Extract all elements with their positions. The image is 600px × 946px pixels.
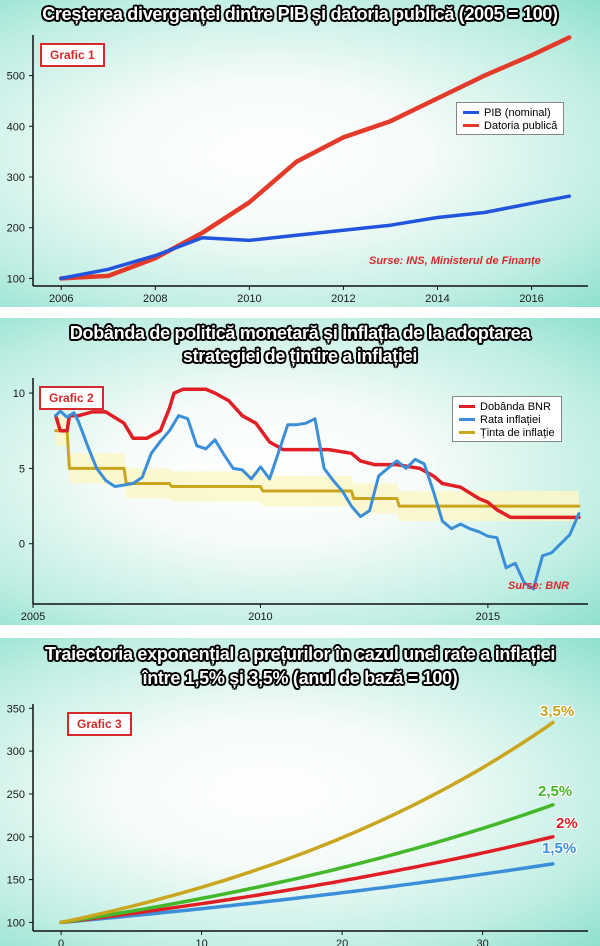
- chart-1-plot: 2006 2008 2010 2012 2014 2016 100 200 300 400 500: [7, 35, 588, 305]
- chart-2-source: Surse: BNR: [508, 580, 570, 592]
- series-line-rata-inflatiei: [54, 409, 581, 591]
- x-tick-label: 2016: [519, 293, 543, 305]
- x-tick-label: 2005: [21, 611, 45, 623]
- series-end-label-3-5: 3,5%: [540, 703, 575, 720]
- series-line-3-5-: [59, 720, 555, 925]
- y-tick-label: 500: [7, 71, 25, 83]
- legend-item: PIB (nominal): [463, 106, 557, 119]
- chart-panel-2: Dobânda de politică monetară și inflația…: [0, 318, 600, 625]
- chart-3-title-line-1: Traiectoria exponențial a prețurilor în …: [44, 644, 556, 664]
- chart-3-badge: Grafic 3: [67, 712, 132, 736]
- legend-item: Ținta de inflație: [459, 426, 555, 439]
- chart-panel-3: Traiectoria exponențial a prețurilor în …: [0, 638, 600, 946]
- legend-label: Ținta de inflație: [480, 426, 555, 439]
- series-end-label-2: 2%: [556, 815, 578, 832]
- series-line-1-5-: [59, 862, 555, 925]
- series-line-2-5-: [59, 803, 555, 925]
- x-tick-label: 2015: [476, 611, 500, 623]
- y-tick-label: 200: [7, 223, 25, 235]
- y-tick-label: 300: [7, 746, 25, 758]
- legend-label: Datoria publică: [484, 119, 558, 132]
- x-tick-label: 2010: [237, 293, 261, 305]
- x-tick-label: 2006: [49, 293, 73, 305]
- series-line-pib: [59, 194, 571, 281]
- x-tick-label: 2008: [143, 293, 167, 305]
- y-tick-label: 150: [7, 875, 25, 887]
- legend-label: PIB (nominal): [484, 106, 551, 119]
- y-tick-label: 5: [19, 463, 25, 475]
- chart-3-title-line-2: între 1,5% și 3,5% (anul de bază = 100): [142, 668, 458, 688]
- y-tick-label: 400: [7, 121, 25, 133]
- chart-3-plot: 0 10 20 30 100 150 200 250 300 350: [7, 703, 588, 946]
- series-end-label-1-5: 1,5%: [542, 840, 577, 857]
- legend-item: Datoria publică: [463, 119, 557, 132]
- series-end-label-2-5: 2,5%: [538, 783, 573, 800]
- legend-swatch: [459, 405, 475, 408]
- legend-label: Rata inflației: [480, 413, 541, 426]
- chart-1-title: Creșterea divergenței dintre PIB și dato…: [42, 4, 558, 24]
- y-tick-label: 350: [7, 703, 25, 715]
- chart-1-source: Surse: INS, Ministerul de Finanțe: [369, 255, 541, 267]
- y-tick-label: 10: [13, 388, 25, 400]
- target-band: [55, 415, 579, 522]
- chart-1-badge: Grafic 1: [40, 43, 105, 67]
- chart-2-plot: 2005 2010 2015 0 5 10: [13, 378, 588, 623]
- chart-2-badge: Grafic 2: [39, 386, 104, 410]
- x-tick-label: 10: [195, 938, 207, 946]
- legend-swatch: [463, 111, 479, 114]
- y-tick-label: 300: [7, 172, 25, 184]
- chart-2-title-line-2: strategiei de țintire a inflației: [182, 346, 418, 366]
- y-tick-label: 200: [7, 832, 25, 844]
- legend-label: Dobânda BNR: [480, 400, 551, 413]
- chart-1-legend: PIB (nominal) Datoria publică: [456, 102, 565, 135]
- chart-panel-1: Creșterea divergenței dintre PIB și dato…: [0, 0, 600, 307]
- x-tick-label: 2010: [248, 611, 272, 623]
- legend-item: Rata inflației: [459, 413, 555, 426]
- series-line-dobanda-bnr: [53, 387, 581, 520]
- x-tick-label: 2012: [331, 293, 355, 305]
- series-line-tinta-inflatie: [54, 429, 581, 508]
- legend-swatch: [463, 124, 479, 127]
- y-tick-label: 100: [7, 917, 25, 929]
- x-tick-label: 30: [476, 938, 488, 946]
- legend-swatch: [459, 418, 475, 421]
- legend-item: Dobânda BNR: [459, 400, 555, 413]
- y-tick-label: 250: [7, 789, 25, 801]
- series-line-datoria-publica: [58, 35, 572, 281]
- x-tick-label: 2014: [425, 293, 449, 305]
- legend-swatch: [459, 431, 475, 434]
- y-tick-label: 100: [7, 273, 25, 285]
- x-tick-label: 20: [336, 938, 348, 946]
- x-tick-label: 0: [58, 938, 64, 946]
- series-line-2-: [59, 835, 555, 925]
- chart-2-title-line-1: Dobânda de politică monetară și inflația…: [69, 323, 531, 343]
- chart-2-legend: Dobânda BNR Rata inflației Ținta de infl…: [452, 396, 562, 442]
- y-tick-label: 0: [19, 539, 25, 551]
